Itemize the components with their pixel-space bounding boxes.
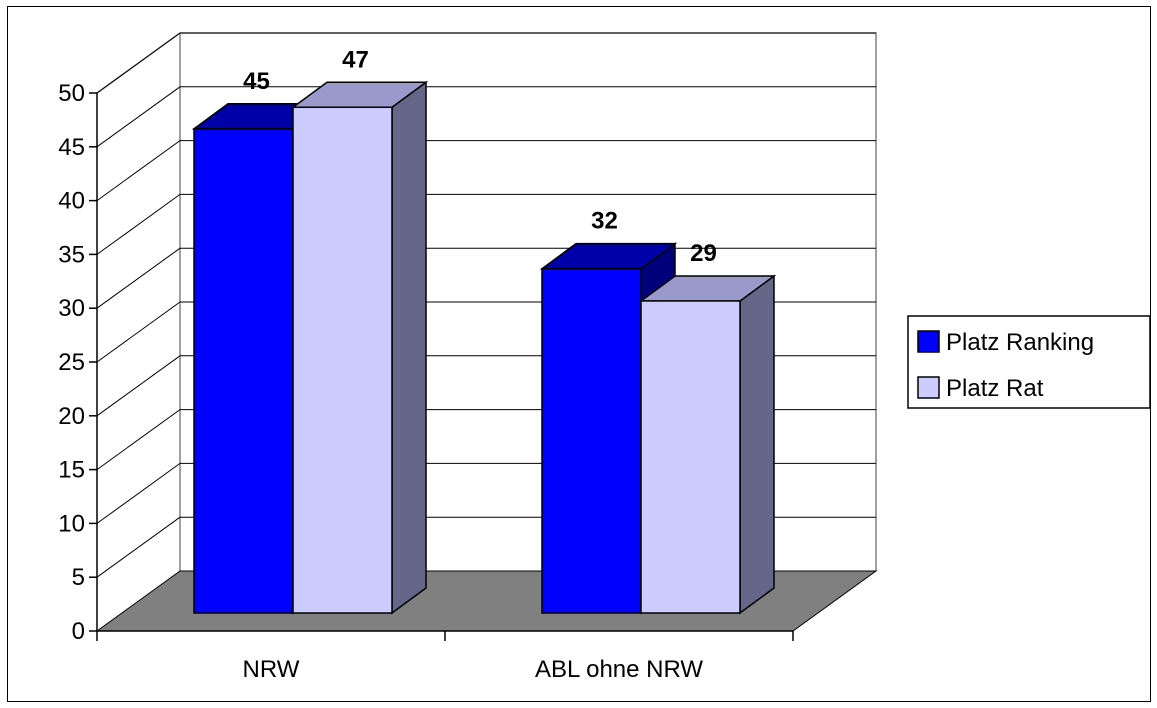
- bar-nrw-platz-ranking-front: [193, 128, 294, 614]
- y-axis: 0 5 10 15 20 25 30 35 40 45 50: [58, 80, 794, 645]
- y-tick-label: 40: [58, 188, 85, 215]
- y-tick-label: 20: [58, 403, 85, 430]
- legend-label-platz-ranking: Platz Ranking: [946, 329, 1094, 356]
- data-label-nrw-platz-ranking: 45: [243, 68, 270, 95]
- bar-nrw-platz-rat-front: [292, 106, 393, 614]
- bar-nrw-platz-rat-side: [391, 80, 427, 615]
- gridline-diagonal: [96, 193, 181, 255]
- bar-abl-ohne-nrw-platz-rat-side: [739, 274, 775, 615]
- bars: [191, 80, 777, 615]
- y-tick-label: 30: [58, 295, 85, 322]
- gridline-diagonal: [96, 409, 181, 471]
- data-label-nrw-platz-rat: 47: [342, 46, 369, 73]
- bar-abl-ohne-nrw-platz-ranking-front: [541, 267, 642, 614]
- data-labels: 45 47 32 29: [243, 46, 717, 267]
- legend-swatch-platz-rat: [917, 376, 940, 399]
- y-tick-label: 15: [58, 457, 85, 484]
- y-tick-label: 50: [58, 80, 85, 107]
- y-tick-label: 5: [72, 564, 85, 591]
- gridline-diagonal: [96, 32, 181, 94]
- data-label-abl-ohne-nrw-platz-rat: 29: [690, 240, 717, 267]
- legend-swatch-platz-ranking: [917, 330, 940, 353]
- y-tick-label: 25: [58, 349, 85, 376]
- gridline-diagonal: [96, 516, 181, 578]
- data-label-abl-ohne-nrw-platz-ranking: 32: [591, 208, 618, 235]
- legend: Platz Ranking Platz Rat: [907, 315, 1151, 409]
- bar-nrw-platz-rat: [290, 80, 429, 615]
- y-tick-label: 45: [58, 134, 85, 161]
- gridline-diagonal: [96, 462, 181, 524]
- y-tick-label: 0: [72, 618, 85, 645]
- category-labels: NRW ABL ohne NRW: [243, 656, 704, 683]
- bar-abl-ohne-nrw-platz-rat-front: [640, 300, 741, 614]
- y-tick-label: 10: [58, 510, 85, 537]
- bar-abl-ohne-nrw-platz-rat: [638, 274, 777, 615]
- gridline-diagonal: [96, 140, 181, 202]
- gridline-diagonal: [96, 301, 181, 363]
- y-tick-label: 35: [58, 241, 85, 268]
- gridline-diagonal: [96, 247, 181, 309]
- legend-box: [907, 315, 1151, 409]
- category-label-abl-ohne-nrw: ABL ohne NRW: [535, 656, 703, 683]
- gridline-diagonal: [96, 86, 181, 148]
- gridline-diagonal: [96, 355, 181, 417]
- category-label-nrw: NRW: [243, 656, 300, 683]
- legend-label-platz-rat: Platz Rat: [946, 375, 1044, 402]
